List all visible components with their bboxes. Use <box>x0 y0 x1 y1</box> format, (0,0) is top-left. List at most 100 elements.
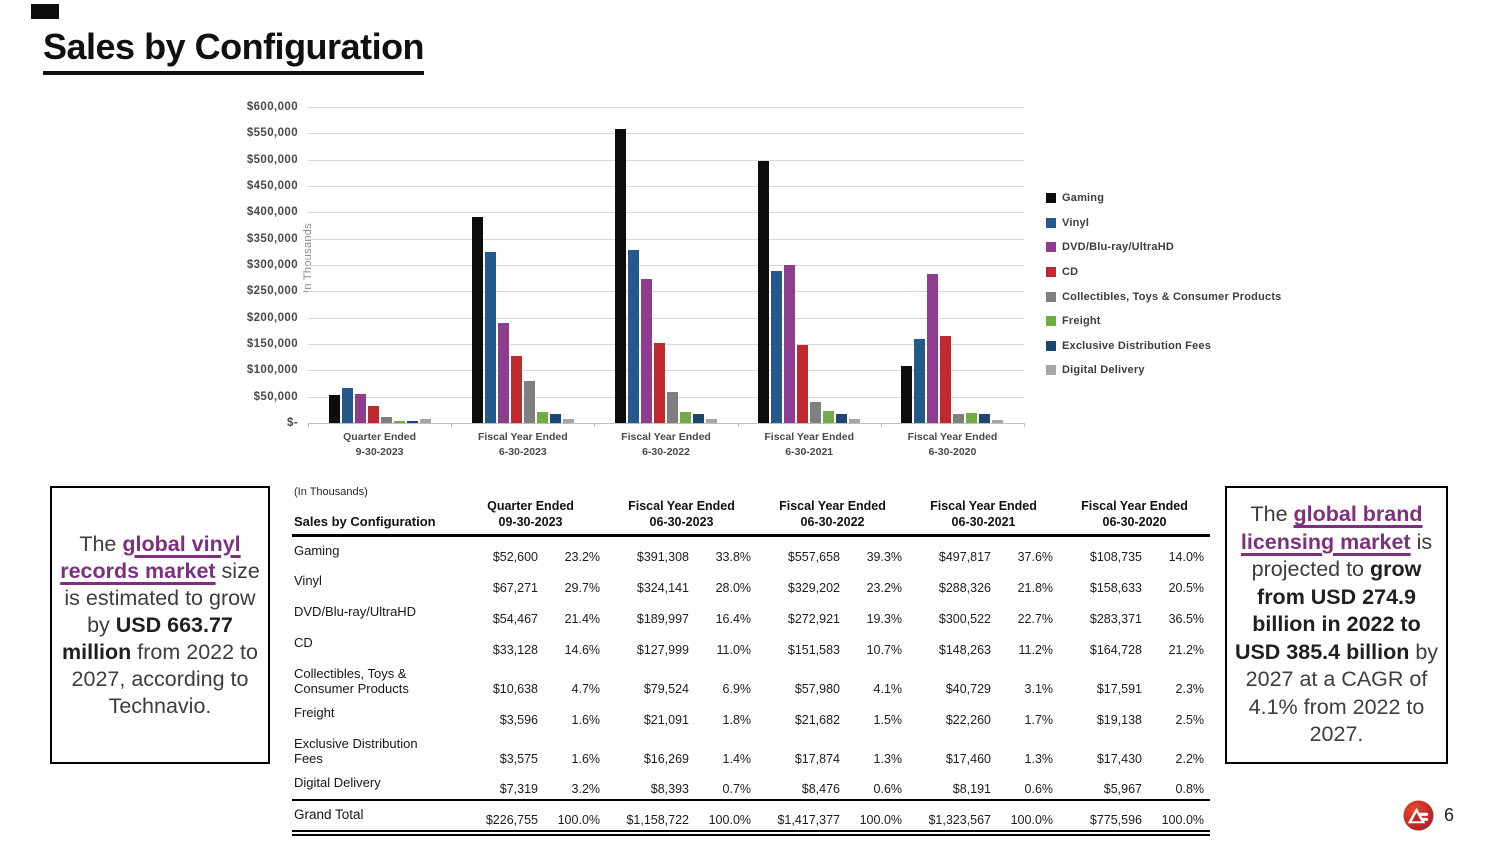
cell-percent: 100.0% <box>859 812 903 827</box>
ae-logo-icon <box>1403 800 1434 831</box>
cell-value: $775,596 <box>1089 812 1143 827</box>
cell-value: $16,269 <box>643 751 690 766</box>
legend-swatch-icon <box>1046 291 1056 302</box>
row-label: CD <box>294 634 313 650</box>
cell-percent: 21.8% <box>1017 580 1054 595</box>
cell-percent: 0.8% <box>1175 781 1205 796</box>
legend-swatch-icon <box>1046 267 1056 278</box>
bar-group <box>451 107 594 423</box>
table-column-header: Fiscal Year Ended 06-30-2021 <box>930 499 1037 529</box>
legend-label: Vinyl <box>1062 216 1090 229</box>
bar-exclusive-distribution-fees <box>979 413 991 423</box>
cell-value: $1,158,722 <box>626 812 690 827</box>
y-tick-label: $600,000 <box>246 101 298 113</box>
bar-digital-delivery <box>706 418 717 423</box>
cell-percent: 14.6% <box>564 642 601 657</box>
y-tick-label: $450,000 <box>246 180 298 192</box>
cell-percent: 36.5% <box>1168 611 1205 626</box>
cell-percent: 100.0% <box>1010 812 1054 827</box>
cell-value: $52,600 <box>492 549 538 564</box>
legend-item: Collectibles, Toys & Consumer Products <box>1046 284 1282 309</box>
cell-value: $8,191 <box>952 781 992 796</box>
bar-vinyl <box>628 249 639 423</box>
cell-percent: 1.7% <box>1024 712 1054 727</box>
y-tick-label: $100,000 <box>246 364 298 377</box>
table-unit-note: (In Thousands) <box>294 486 368 498</box>
legend-label: Collectibles, Toys & Consumer Products <box>1062 290 1282 303</box>
cell-percent: 4.7% <box>571 681 601 696</box>
note-segment: grow from USD 274.9 billion in 2022 to U… <box>1234 557 1422 664</box>
y-tick-label: $250,000 <box>246 285 298 298</box>
cell-value: $54,467 <box>492 611 538 626</box>
bar-collectibles-toys-consumer-products <box>523 381 535 423</box>
y-tick-label: $50,000 <box>253 390 298 403</box>
bar-exclusive-distribution-fees <box>693 413 704 423</box>
gridline <box>308 396 1024 398</box>
gridline <box>308 265 1024 266</box>
x-category-label: Fiscal Year Ended 6-30-2021 <box>764 431 855 458</box>
cell-value: $19,138 <box>1096 712 1143 727</box>
cell-value: $226,755 <box>485 812 538 827</box>
cell-value: $17,874 <box>794 751 841 766</box>
y-tick-label: $150,000 <box>246 338 298 350</box>
cell-value: $127,999 <box>636 642 690 657</box>
bar-exclusive-distribution-fees <box>406 421 418 423</box>
note-segment: The <box>1250 502 1294 527</box>
cell-value: $21,091 <box>643 712 690 727</box>
cell-percent: 1.5% <box>873 712 903 727</box>
gridline <box>308 423 1024 424</box>
cell-percent: 0.6% <box>1024 781 1054 796</box>
cell-percent: 16.4% <box>715 611 752 626</box>
bar-collectibles-toys-consumer-products <box>380 417 392 423</box>
note-segment: global vinyl records market <box>60 531 241 583</box>
legend-swatch-icon <box>1046 242 1056 253</box>
cell-percent: 14.0% <box>1168 549 1205 564</box>
cell-value: $497,817 <box>938 549 992 564</box>
cell-value: $17,430 <box>1096 751 1143 766</box>
cell-percent: 22.7% <box>1017 611 1054 626</box>
cell-value: $151,583 <box>787 642 841 657</box>
cell-value: $1,417,377 <box>777 812 841 827</box>
legend-swatch-icon <box>1046 316 1056 327</box>
cell-percent: 4.1% <box>873 681 903 696</box>
note-segment: by 2027 at a CAGR of 4.1% from 2022 to 2… <box>1245 639 1439 747</box>
cell-value: $108,735 <box>1089 549 1143 564</box>
bar-gaming <box>471 216 483 423</box>
x-tick <box>737 423 739 427</box>
y-tick-label: $500,000 <box>246 153 298 166</box>
cell-value: $33,128 <box>492 642 538 657</box>
table-row: CD $33,128 14.6% $127,999 11.0% $151,583 10.7%… <box>292 629 1210 660</box>
x-tick <box>451 423 453 427</box>
y-tick-label: $- <box>286 417 298 429</box>
legend-item: Vinyl <box>1046 211 1282 236</box>
table-row: Exclusive Distribution Fees $3,575 1.6% $16… <box>292 730 1210 769</box>
gridline <box>308 344 1024 345</box>
bar-dvd-blu-ray-ultrahd <box>641 279 652 423</box>
bar-collectibles-toys-consumer-products <box>953 413 965 423</box>
cell-value: $79,524 <box>643 681 690 696</box>
legend-label: Digital Delivery <box>1062 364 1145 377</box>
cell-percent: 19.3% <box>866 611 903 626</box>
bar-digital-delivery <box>419 419 431 423</box>
cell-percent: 10.7% <box>866 642 903 657</box>
legend-label: CD <box>1062 266 1079 279</box>
cell-value: $3,575 <box>499 751 538 766</box>
gridline <box>308 291 1024 293</box>
cell-value: $8,476 <box>801 781 841 796</box>
cell-value: $391,308 <box>636 549 690 564</box>
bar-gaming <box>758 160 770 423</box>
cell-value: $164,728 <box>1089 642 1143 657</box>
x-category-label: Quarter Ended 9-30-2023 <box>343 431 417 458</box>
bar-exclusive-distribution-fees <box>549 414 561 423</box>
legend-label: Gaming <box>1062 192 1105 205</box>
bar-dvd-blu-ray-ultrahd <box>354 394 366 423</box>
legend-label: DVD/Blu-ray/UltraHD <box>1062 241 1174 254</box>
bar-vinyl <box>914 339 926 423</box>
cell-percent: 1.6% <box>571 712 601 727</box>
cell-percent: 0.6% <box>873 781 903 796</box>
x-category-label: Fiscal Year Ended 6-30-2022 <box>621 431 711 458</box>
bar-dvd-blu-ray-ultrahd <box>784 264 796 423</box>
sales-table-header: Sales by Configuration Quarter Ended 09-30… <box>292 498 1211 536</box>
cell-value: $67,271 <box>492 580 538 595</box>
